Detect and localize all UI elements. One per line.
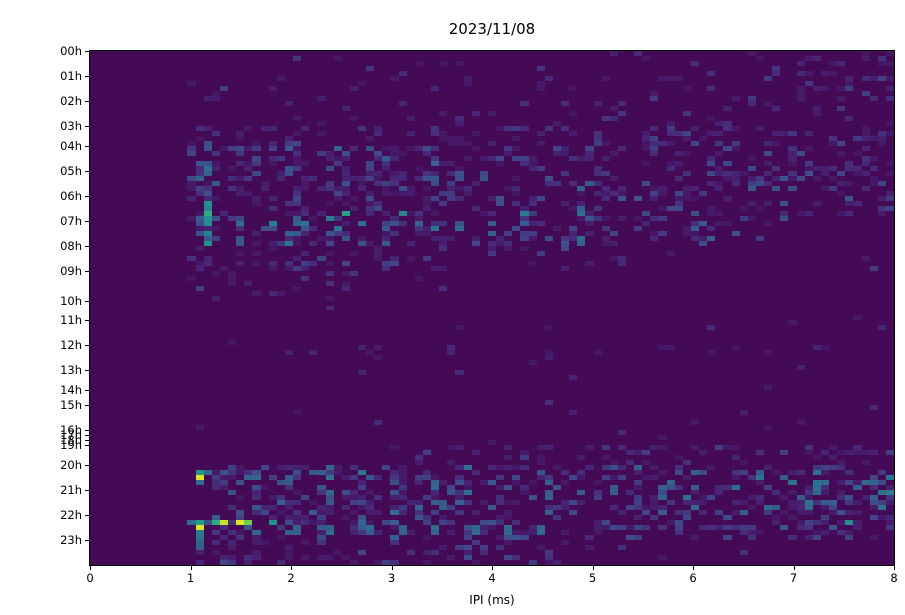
y-tick-mark [85,390,89,391]
y-tick-label: 18h [60,433,82,448]
x-tick-mark [392,566,393,570]
y-tick-mark [85,51,89,52]
y-tick-label: 23h [60,533,82,548]
y-tick-mark [85,126,89,127]
plot-area [89,50,895,566]
y-tick-label: 01h [60,68,82,83]
x-tick-mark [291,566,292,570]
y-tick-label: 22h [60,508,82,523]
y-tick-label: 15h [60,398,82,413]
y-tick-label: 17h [60,428,82,443]
y-tick-label: 14h [60,383,82,398]
y-tick-mark [85,445,89,446]
y-tick-mark [85,430,89,431]
x-tick-label: 3 [387,571,396,585]
x-tick-label: 8 [890,571,898,585]
chart-title: 2023/11/08 [448,20,536,38]
y-tick-mark [85,435,89,436]
y-tick-mark [85,465,89,466]
y-tick-label: 12h [60,338,82,353]
x-tick-label: 2 [287,571,295,585]
x-tick-label: 4 [488,571,496,585]
y-tick-label: 00h [60,44,82,58]
y-tick-label: 08h [60,238,82,253]
x-tick-mark [90,566,91,570]
x-tick-label: 7 [789,571,798,585]
x-tick-mark [492,566,493,570]
y-tick-label: 03h [60,118,82,133]
y-tick-label: 16h [60,423,82,438]
y-tick-mark [85,405,89,406]
y-tick-mark [85,440,89,441]
y-tick-label: 13h [60,363,82,378]
y-tick-mark [85,490,89,491]
heatmap-canvas [90,51,894,565]
y-tick-mark [85,320,89,321]
y-tick-label: 10h [60,293,82,308]
x-tick-label: 6 [689,571,697,585]
y-tick-mark [85,301,89,302]
y-tick-label: 11h [60,313,82,328]
y-tick-label: 21h [60,483,82,498]
y-tick-label: 05h [60,163,82,178]
x-axis-label: IPI (ms) [469,593,515,607]
x-tick-label: 5 [588,571,597,585]
y-tick-mark [85,146,89,147]
y-tick-label: 20h [60,458,82,473]
y-tick-label: 04h [60,138,82,153]
x-tick-label: 0 [86,571,94,585]
y-tick-mark [85,345,89,346]
x-tick-mark [191,566,192,570]
y-tick-mark [85,171,89,172]
y-tick-label: 09h [60,263,82,278]
x-tick-mark [593,566,594,570]
y-tick-mark [85,515,89,516]
x-tick-mark [894,566,895,570]
y-tick-label: 06h [60,188,82,203]
y-tick-mark [85,76,89,77]
y-tick-mark [85,370,89,371]
y-tick-label: 07h [60,213,82,228]
y-tick-label: 02h [60,93,82,108]
y-tick-mark [85,196,89,197]
y-tick-label: 19h [60,438,82,453]
y-tick-mark [85,246,89,247]
y-tick-mark [85,101,89,102]
x-tick-mark [693,566,694,570]
y-tick-mark [85,271,89,272]
x-tick-label: 1 [186,571,195,585]
y-tick-mark [85,221,89,222]
y-tick-mark [85,540,89,541]
x-tick-mark [794,566,795,570]
